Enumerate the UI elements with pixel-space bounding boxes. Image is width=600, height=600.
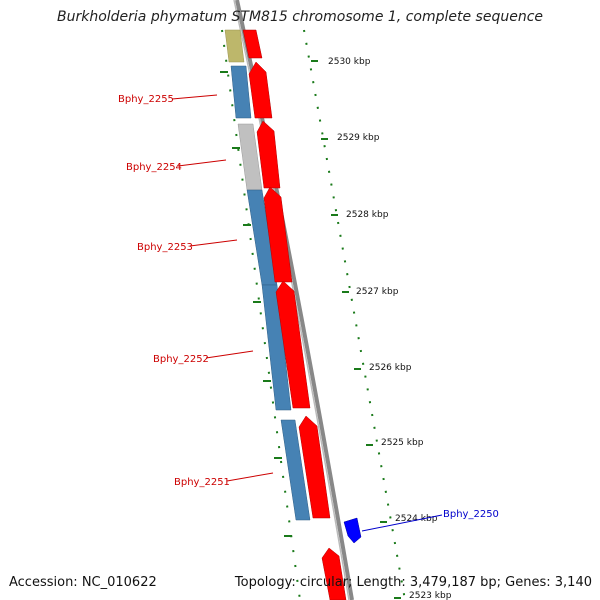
feature-blue-bphy-2252[interactable] — [261, 284, 292, 411]
gene-label-bphy-2250[interactable]: Bphy_2250 — [443, 509, 499, 520]
tick-label-2530: 2530 kbp — [328, 57, 371, 67]
gene-arrow-bphy-2251[interactable] — [298, 415, 331, 519]
gene-arrow-bphy-2252[interactable] — [275, 280, 311, 409]
outer-tick-marks — [311, 60, 401, 599]
feature-track-cds[interactable] — [224, 29, 311, 521]
tick-label-2526: 2526 kbp — [369, 363, 412, 373]
gene-arrow-bottom[interactable] — [321, 547, 347, 600]
tick-label-2527: 2527 kbp — [356, 287, 399, 297]
tick-labels: 2530 kbp 2529 kbp 2528 kbp 2527 kbp 2526… — [328, 57, 452, 600]
feature-blue-bphy-2251[interactable] — [280, 419, 311, 521]
feature-olive[interactable] — [224, 29, 245, 63]
gene-arrow-bphy-2255[interactable] — [248, 61, 273, 119]
tick-label-2529: 2529 kbp — [337, 133, 380, 143]
inner-tick-marks — [220, 71, 292, 537]
tick-label-2524: 2524 kbp — [395, 514, 438, 524]
gene-label-bphy-2254[interactable]: Bphy_2254 — [126, 162, 182, 173]
accession-text: Accession: NC_010622 — [9, 575, 157, 590]
gene-label-bphy-2252[interactable]: Bphy_2252 — [153, 354, 209, 365]
outer-dotted-guide — [303, 29, 406, 600]
gene-label-bphy-2253[interactable]: Bphy_2253 — [137, 242, 193, 253]
feature-blue-bphy-2255[interactable] — [230, 65, 252, 119]
tick-label-2523: 2523 kbp — [409, 591, 452, 600]
gene-label-bphy-2251[interactable]: Bphy_2251 — [174, 477, 230, 488]
gene-arrow-bphy-2254[interactable] — [256, 120, 281, 189]
topology-text: Topology: circular; Length: 3,479,187 bp… — [234, 575, 592, 590]
feature-track-genes[interactable] — [242, 29, 347, 600]
gene-arrow[interactable] — [242, 29, 263, 59]
gene-arrow-bphy-2253[interactable] — [263, 186, 293, 283]
map-title: Burkholderia phymatum STM815 chromosome … — [56, 9, 543, 25]
gene-labels[interactable]: Bphy_2255 Bphy_2254 Bphy_2253 Bphy_2252 … — [118, 94, 499, 532]
gene-label-bphy-2255[interactable]: Bphy_2255 — [118, 94, 174, 105]
tick-label-2528: 2528 kbp — [346, 210, 389, 220]
feature-blue-bphy-2250[interactable] — [343, 517, 362, 544]
tick-label-2525: 2525 kbp — [381, 438, 424, 448]
